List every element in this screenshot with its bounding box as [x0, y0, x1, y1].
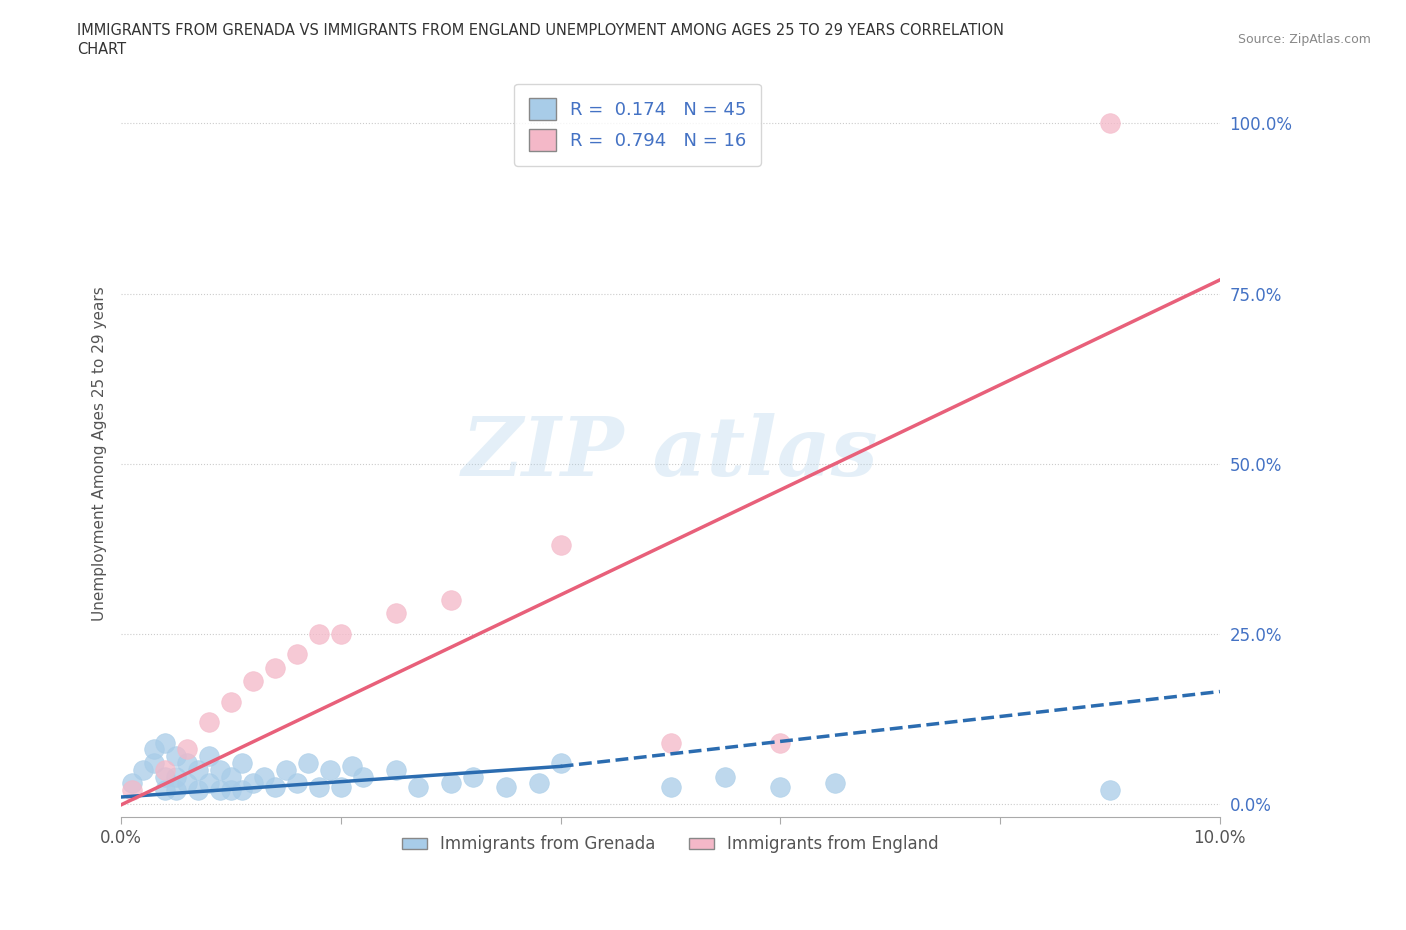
Point — [187, 763, 209, 777]
Point — [176, 755, 198, 770]
Point — [231, 755, 253, 770]
Point — [385, 763, 408, 777]
Point — [550, 538, 572, 552]
Point — [769, 779, 792, 794]
Point — [219, 695, 242, 710]
Point — [176, 742, 198, 757]
Point — [242, 674, 264, 689]
Point — [121, 776, 143, 790]
Point — [143, 742, 166, 757]
Point — [219, 769, 242, 784]
Point — [165, 749, 187, 764]
Point — [209, 763, 232, 777]
Point — [824, 776, 846, 790]
Point — [440, 776, 463, 790]
Legend: Immigrants from Grenada, Immigrants from England: Immigrants from Grenada, Immigrants from… — [395, 829, 946, 860]
Point — [319, 763, 342, 777]
Point — [769, 735, 792, 750]
Point — [308, 626, 330, 641]
Point — [198, 749, 221, 764]
Point — [285, 646, 308, 661]
Point — [231, 783, 253, 798]
Point — [209, 783, 232, 798]
Point — [1098, 783, 1121, 798]
Point — [329, 779, 352, 794]
Point — [153, 763, 176, 777]
Point — [132, 763, 155, 777]
Point — [297, 755, 319, 770]
Point — [198, 776, 221, 790]
Point — [242, 776, 264, 790]
Point — [714, 769, 737, 784]
Point — [264, 660, 287, 675]
Point — [153, 735, 176, 750]
Point — [274, 763, 297, 777]
Point — [253, 769, 276, 784]
Point — [385, 605, 408, 620]
Y-axis label: Unemployment Among Ages 25 to 29 years: Unemployment Among Ages 25 to 29 years — [93, 286, 107, 621]
Point — [198, 715, 221, 730]
Point — [176, 776, 198, 790]
Point — [285, 776, 308, 790]
Point — [527, 776, 550, 790]
Text: ZIP atlas: ZIP atlas — [463, 414, 879, 494]
Point — [440, 592, 463, 607]
Point — [165, 783, 187, 798]
Point — [219, 783, 242, 798]
Point — [659, 779, 682, 794]
Text: Source: ZipAtlas.com: Source: ZipAtlas.com — [1237, 33, 1371, 46]
Text: CHART: CHART — [77, 42, 127, 57]
Point — [461, 769, 484, 784]
Point — [264, 779, 287, 794]
Point — [659, 735, 682, 750]
Point — [165, 769, 187, 784]
Point — [1098, 116, 1121, 131]
Point — [308, 779, 330, 794]
Point — [406, 779, 429, 794]
Point — [329, 626, 352, 641]
Point — [187, 783, 209, 798]
Point — [143, 755, 166, 770]
Text: IMMIGRANTS FROM GRENADA VS IMMIGRANTS FROM ENGLAND UNEMPLOYMENT AMONG AGES 25 TO: IMMIGRANTS FROM GRENADA VS IMMIGRANTS FR… — [77, 23, 1004, 38]
Point — [121, 783, 143, 798]
Point — [340, 759, 363, 774]
Point — [550, 755, 572, 770]
Point — [352, 769, 374, 784]
Point — [153, 783, 176, 798]
Point — [153, 769, 176, 784]
Point — [495, 779, 517, 794]
